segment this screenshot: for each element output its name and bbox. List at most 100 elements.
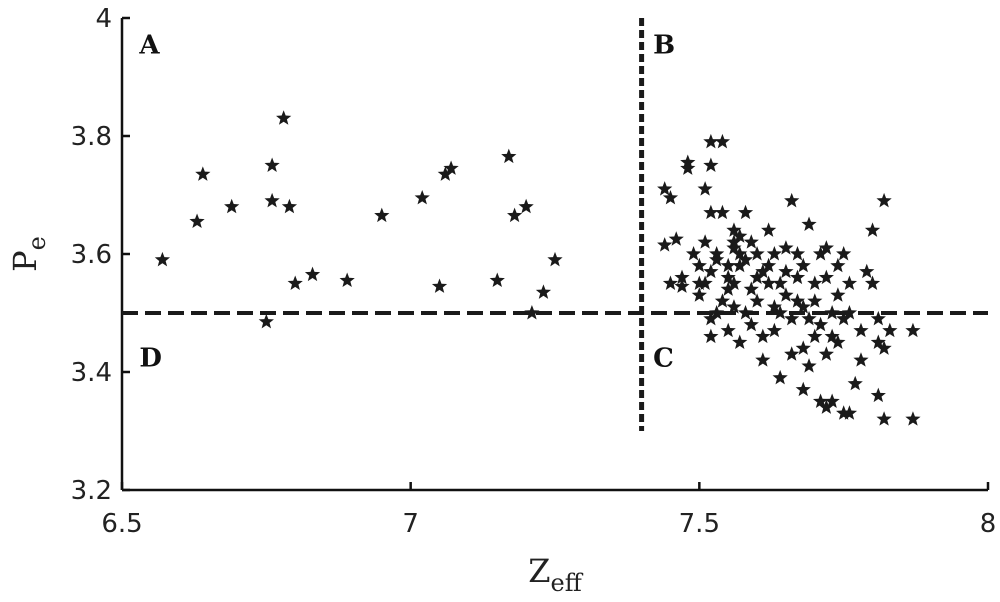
- star-point: [743, 234, 759, 249]
- star-point: [703, 310, 719, 326]
- star-point: [801, 216, 817, 231]
- star-point: [189, 213, 205, 229]
- y-tick-label: 3.6: [71, 240, 112, 270]
- star-point: [749, 269, 765, 285]
- star-point: [726, 240, 742, 255]
- star-point: [801, 358, 817, 373]
- x-tick-label: 6.5: [101, 509, 142, 539]
- star-point: [870, 334, 886, 349]
- star-point: [709, 251, 725, 267]
- x-tick-label: 7.5: [679, 509, 720, 539]
- star-point: [489, 272, 505, 288]
- quadrant-label-a: A: [138, 31, 160, 61]
- star-point: [761, 257, 777, 273]
- star-point: [761, 275, 777, 290]
- star-point: [524, 305, 540, 320]
- star-point: [714, 293, 731, 308]
- star-point: [287, 275, 303, 290]
- data-points: [154, 110, 921, 426]
- star-point: [709, 246, 725, 261]
- star-point: [703, 263, 719, 279]
- star-point: [304, 266, 321, 282]
- star-point: [795, 257, 811, 273]
- star-point: [732, 334, 748, 349]
- star-point: [778, 287, 794, 302]
- star-point: [737, 305, 754, 320]
- star-point: [795, 340, 811, 355]
- star-point: [836, 310, 852, 326]
- star-point: [812, 246, 829, 261]
- star-point: [154, 251, 171, 267]
- star-point: [755, 352, 771, 367]
- quadrant-label-c: C: [653, 343, 674, 373]
- star-point: [281, 198, 298, 214]
- star-point: [535, 284, 552, 299]
- star-point: [784, 310, 800, 326]
- star-point: [830, 257, 846, 273]
- star-point: [807, 293, 823, 308]
- star-point: [443, 160, 459, 175]
- star-point: [836, 405, 852, 420]
- ticks: 6.5 7 7.5 8 3.2 3.4 3.6 3.8 4: [71, 4, 997, 539]
- star-point: [870, 387, 886, 403]
- star-point: [818, 269, 834, 285]
- star-point: [789, 269, 806, 285]
- star-point: [737, 204, 754, 220]
- star-point: [726, 299, 742, 314]
- star-point: [824, 328, 840, 344]
- star-point: [795, 299, 811, 314]
- star-point: [766, 246, 782, 261]
- star-point: [755, 263, 771, 279]
- star-point: [876, 411, 892, 426]
- star-point: [784, 346, 800, 361]
- star-point: [680, 160, 696, 175]
- star-point: [501, 148, 517, 164]
- star-point: [720, 269, 736, 285]
- star-point: [772, 275, 788, 290]
- star-point: [812, 316, 829, 332]
- star-point: [766, 299, 782, 314]
- star-point: [824, 305, 840, 320]
- star-point: [818, 240, 834, 255]
- star-point: [841, 405, 858, 420]
- star-point: [784, 192, 800, 208]
- star-point: [743, 316, 759, 332]
- star-point: [766, 322, 782, 338]
- star-point: [697, 275, 713, 290]
- star-point: [264, 192, 280, 208]
- y-tick-label: 3.4: [71, 358, 112, 388]
- star-point: [789, 246, 806, 261]
- x-axis-title: Zeff: [528, 552, 583, 597]
- star-point: [703, 157, 719, 172]
- star-point: [374, 207, 390, 223]
- star-point: [668, 231, 684, 246]
- star-point: [691, 275, 707, 290]
- star-point: [905, 411, 921, 426]
- star-point: [714, 204, 731, 220]
- star-point: [761, 222, 777, 237]
- star-point: [807, 275, 823, 290]
- star-point: [812, 393, 829, 408]
- star-point: [714, 133, 731, 149]
- star-point: [547, 251, 563, 267]
- star-point: [709, 305, 725, 320]
- star-point: [506, 207, 523, 223]
- star-point: [882, 322, 898, 338]
- star-point: [339, 272, 355, 288]
- star-point: [755, 328, 771, 344]
- star-point: [720, 322, 736, 338]
- star-point: [662, 275, 679, 290]
- star-point: [726, 222, 742, 237]
- star-point: [732, 246, 748, 261]
- star-point: [703, 328, 719, 344]
- star-point: [824, 393, 840, 408]
- star-point: [732, 257, 748, 273]
- star-point: [743, 281, 759, 296]
- star-point: [795, 381, 811, 397]
- star-point: [195, 166, 211, 181]
- star-point: [853, 352, 869, 367]
- x-tick-label: 7: [402, 509, 419, 539]
- quadrant-dividers: [122, 18, 988, 431]
- star-point: [876, 192, 892, 208]
